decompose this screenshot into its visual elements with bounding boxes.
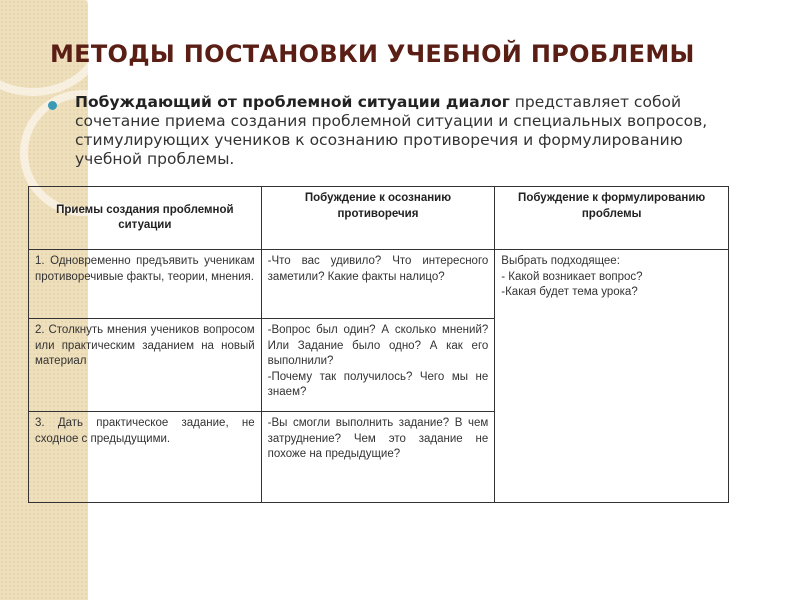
slide-title: МЕТОДЫ ПОСТАНОВКИ УЧЕБНОЙ ПРОБЛЕМЫ: [50, 40, 695, 68]
table-row: 3. Дать практическое задание, не сходное…: [28, 411, 729, 503]
table-row: 2. Столкнуть мнения учеников вопросом ил…: [28, 318, 729, 412]
decorative-ring: [0, 0, 106, 96]
prompt-cell: -Что вас удивило? Что интересного замети…: [260, 249, 496, 319]
header-cell: Побуждение к осознанию противоречия: [260, 186, 496, 250]
prompt-text: -Почему так получилось? Чего мы не знаем…: [267, 370, 489, 399]
prompt-text: -Вы смогли выполнить задание? В чем затр…: [267, 417, 489, 460]
prompt-cell: -Вы смогли выполнить задание? В чем затр…: [260, 411, 496, 503]
method-cell: 3. Дать практическое задание, не сходное…: [28, 411, 262, 503]
methods-table: Приемы создания проблемной ситуации Побу…: [28, 186, 729, 503]
method-cell: 1. Одновременно предъявить ученикам прот…: [28, 249, 262, 319]
prompt-text: -Вопрос был один? А сколько мнений? Или …: [267, 324, 489, 367]
intro-text: представляет собой сочетание приема созд…: [75, 93, 708, 168]
header-cell: Побуждение к формулированию проблемы: [494, 186, 729, 250]
header-cell: Приемы создания проблемной ситуации: [28, 186, 262, 250]
bullet-icon: [48, 101, 57, 110]
table-header-row: Приемы создания проблемной ситуации Побу…: [28, 186, 729, 250]
prompt-text: -Что вас удивило? Что интересного замети…: [267, 255, 489, 283]
intro-bold: Побуждающий от проблемной ситуации диало…: [75, 93, 510, 111]
formulation-text: - Какой возникает вопрос?: [501, 270, 643, 283]
table-row: 1. Одновременно предъявить ученикам прот…: [28, 249, 729, 503]
method-cell: 2. Столкнуть мнения учеников вопросом ил…: [28, 318, 262, 412]
prompt-cell: -Вопрос был один? А сколько мнений? Или …: [260, 318, 496, 412]
intro-paragraph: Побуждающий от проблемной ситуации диало…: [75, 93, 745, 169]
formulation-text: -Какая будет тема урока?: [501, 286, 638, 298]
formulation-text: Выбрать подходящее:: [501, 255, 620, 267]
formulation-cell: Выбрать подходящее: - Какой возникает во…: [494, 249, 729, 503]
